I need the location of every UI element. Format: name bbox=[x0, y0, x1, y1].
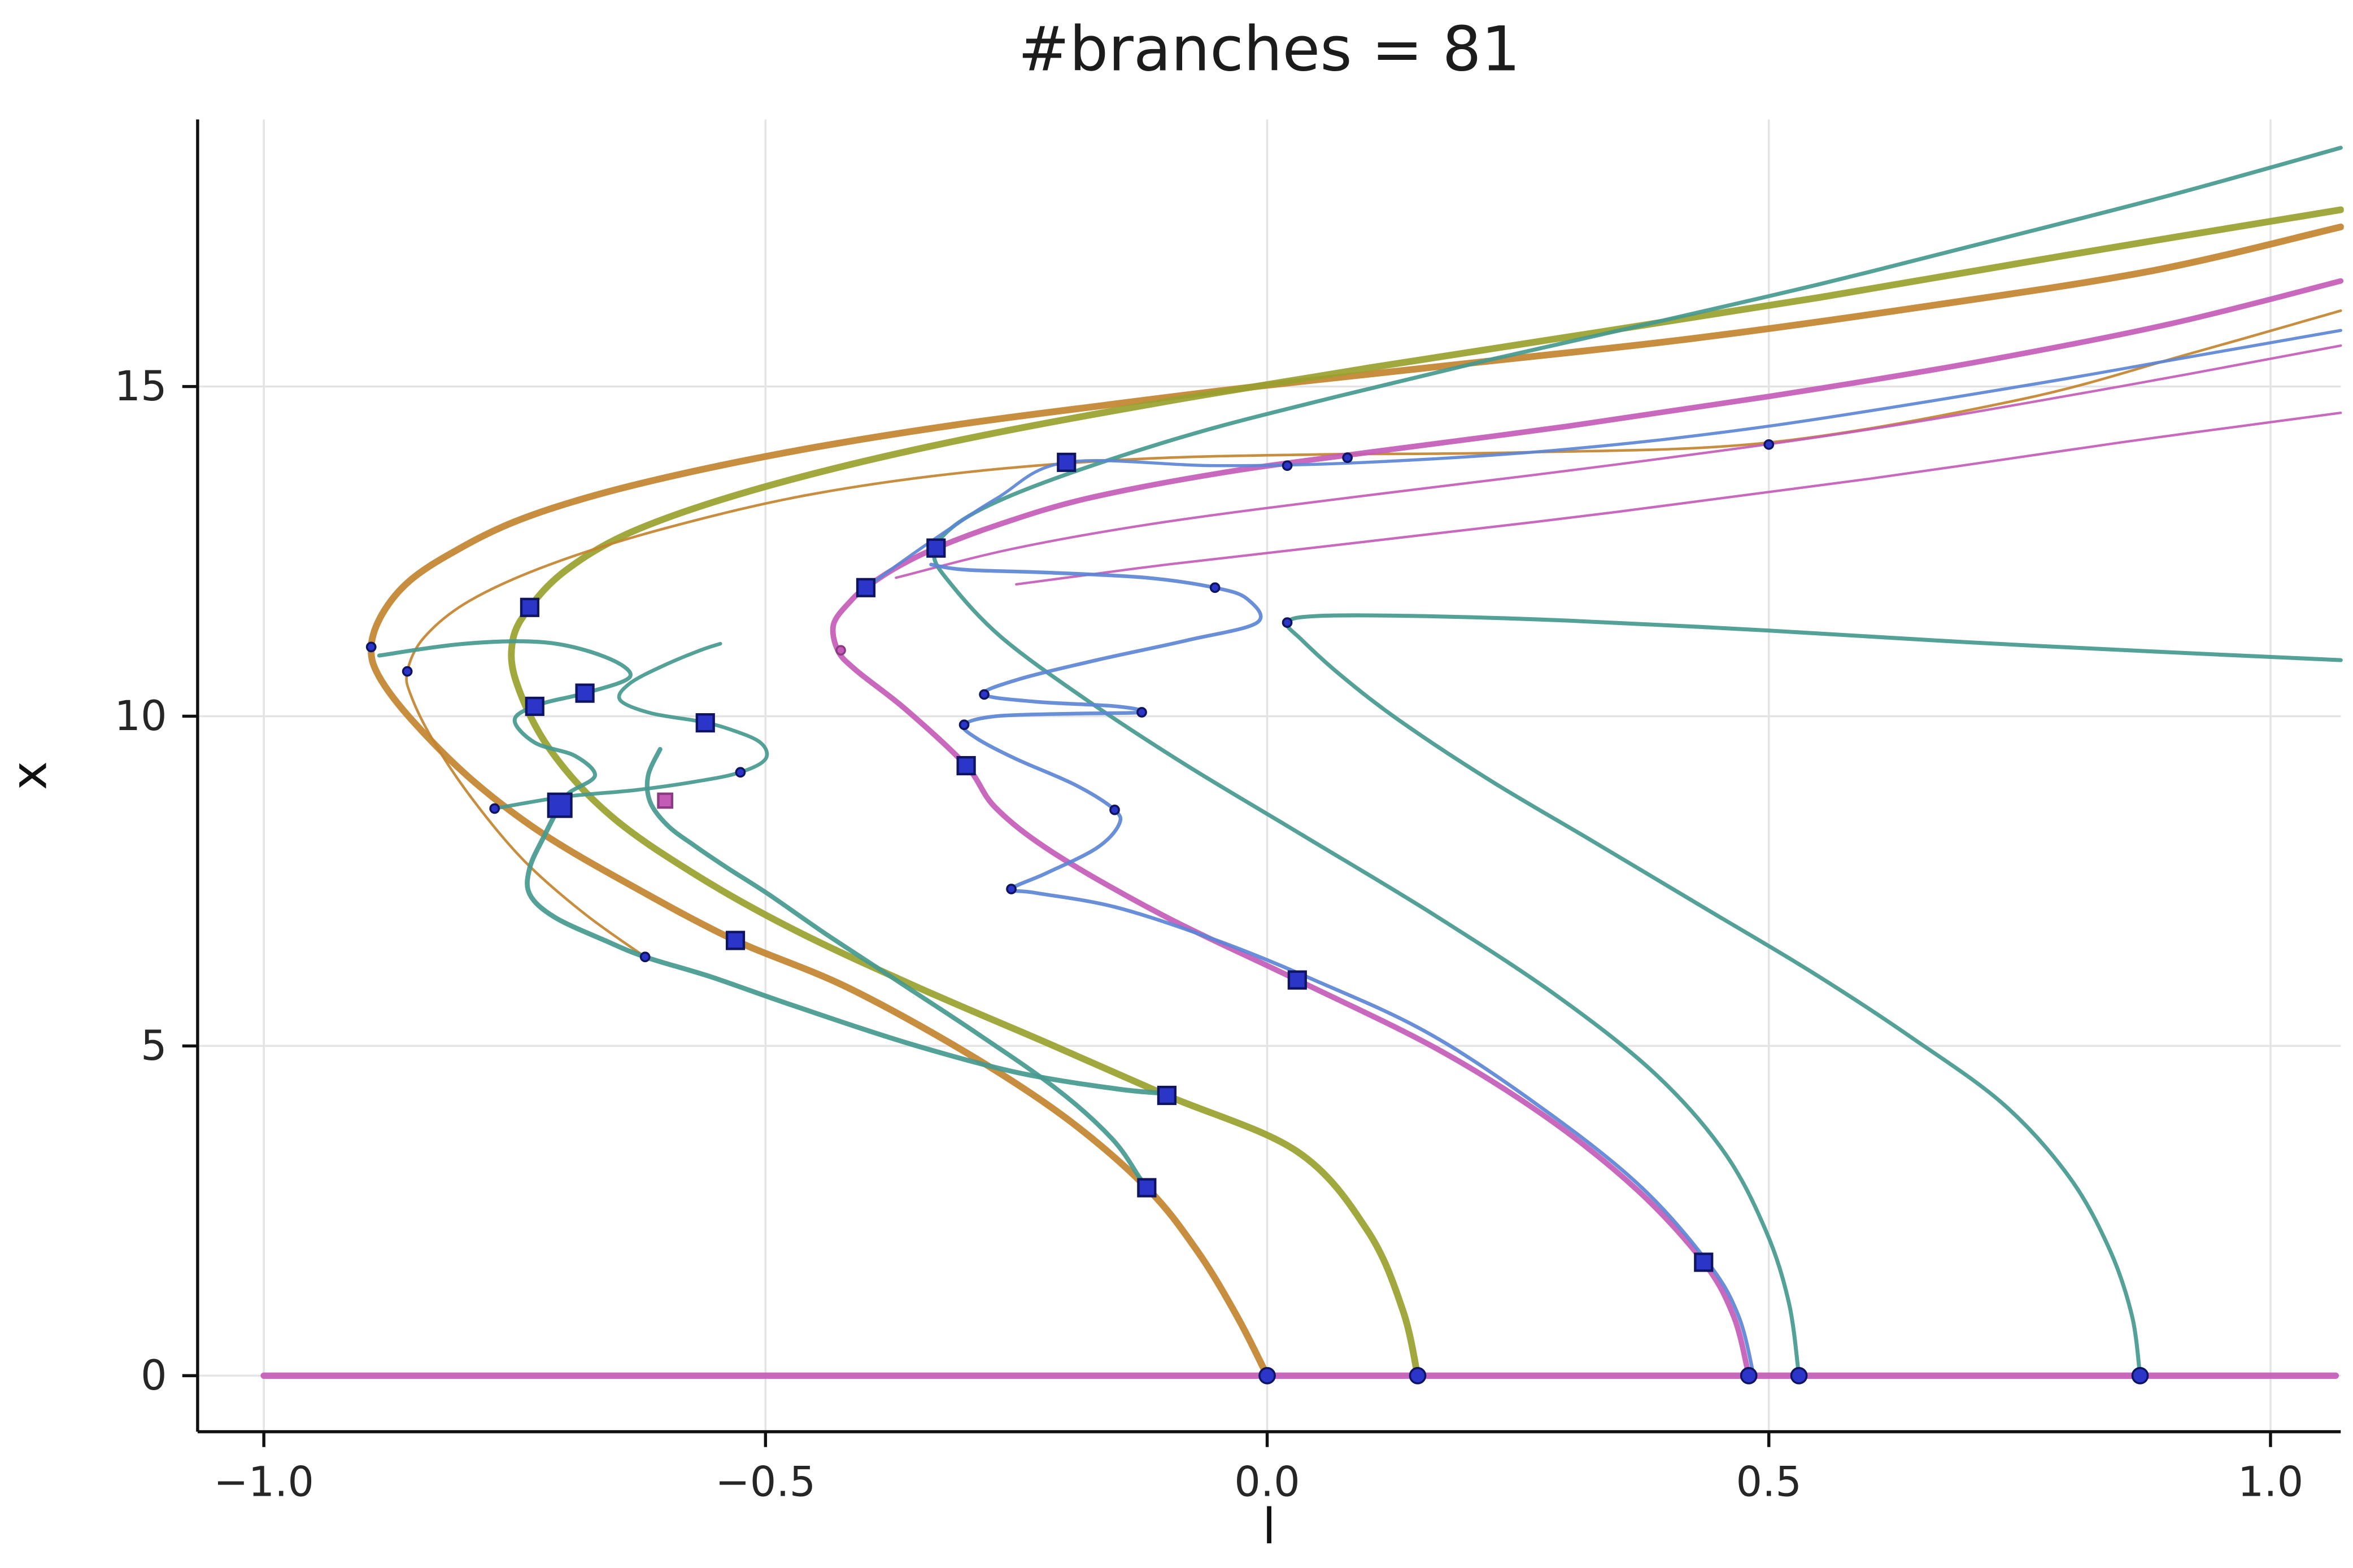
bifurcation-point-dot bbox=[1763, 439, 1775, 450]
bifurcation-point-dot bbox=[1282, 460, 1293, 471]
branch-magenta-thin-a bbox=[895, 344, 2342, 579]
branch-teal-wiggle-c bbox=[493, 641, 769, 811]
y-tick-label: 0 bbox=[141, 1352, 167, 1400]
y-tick-label: 5 bbox=[141, 1022, 167, 1070]
bifurcation-point-dot bbox=[1258, 1367, 1276, 1384]
bifurcation-point-dot bbox=[1342, 452, 1353, 464]
bifurcation-point-dot bbox=[1136, 707, 1147, 718]
bifurcation-point-dot bbox=[835, 645, 846, 656]
bifurcation-point-square bbox=[1287, 970, 1307, 990]
bifurcation-point-square bbox=[725, 931, 746, 950]
bifurcation-point-square bbox=[547, 792, 573, 818]
branch-teal-wiggle-b bbox=[525, 802, 1170, 1096]
branch-blue-upper bbox=[864, 329, 2343, 589]
bifurcation-point-square bbox=[525, 696, 544, 717]
bifurcation-point-dot bbox=[639, 951, 651, 963]
branch-magenta-thin-b bbox=[1015, 411, 2342, 586]
bifurcation-point-dot bbox=[1790, 1367, 1808, 1384]
bifurcation-point-dot bbox=[1209, 582, 1221, 593]
branch-teal-wiggle-a bbox=[377, 639, 633, 806]
bifurcation-point-square bbox=[520, 597, 539, 617]
bifurcation-point-dot bbox=[489, 803, 500, 814]
y-tick-label: 15 bbox=[114, 362, 167, 410]
axes: −1.0 −0.5 0.0 0.5 1.0 0 5 10 15 bbox=[114, 119, 2341, 1506]
bifurcation-point-square bbox=[856, 578, 876, 597]
bifurcation-point-dot bbox=[1282, 617, 1293, 628]
bifurcation-point-dot bbox=[735, 767, 746, 778]
y-axis-label: x bbox=[1, 761, 58, 790]
bifurcation-point-dot bbox=[2131, 1367, 2149, 1384]
branch-orange-thick bbox=[368, 223, 2344, 1379]
x-tick-label: 0.0 bbox=[1234, 1458, 1300, 1506]
bifurcation-point-square bbox=[657, 792, 674, 809]
bifurcation-point-square bbox=[1057, 452, 1077, 472]
bifurcation-markers bbox=[365, 439, 2149, 1384]
bifurcation-point-dot bbox=[1740, 1367, 1758, 1384]
bifurcation-point-dot bbox=[1409, 1367, 1427, 1384]
bifurcation-point-square bbox=[1137, 1178, 1157, 1198]
bifurcation-point-square bbox=[695, 713, 715, 733]
branch-olive-thick bbox=[508, 206, 2344, 1379]
y-tick-label: 10 bbox=[114, 692, 167, 740]
bifurcation-point-square bbox=[575, 683, 595, 703]
bifurcation-point-dot bbox=[958, 719, 970, 731]
x-axis-label: l bbox=[1262, 1499, 1276, 1556]
x-tick-label: 0.5 bbox=[1736, 1458, 1802, 1506]
bifurcation-point-square bbox=[1694, 1252, 1714, 1272]
bifurcation-point-dot bbox=[365, 641, 377, 653]
bifurcation-point-dot bbox=[402, 666, 413, 677]
bifurcation-point-square bbox=[956, 755, 976, 776]
x-tick-label: −0.5 bbox=[715, 1458, 816, 1506]
chart-title: #branches = 81 bbox=[1018, 14, 1520, 85]
bifurcation-point-square bbox=[1157, 1085, 1176, 1106]
bifurcation-point-dot bbox=[1109, 804, 1120, 815]
branch-teal-right-loop bbox=[1284, 613, 2343, 1378]
bifurcation-point-dot bbox=[979, 689, 990, 700]
branch-blue-snake bbox=[929, 562, 1756, 1378]
bifurcation-point-square bbox=[926, 538, 946, 558]
x-tick-label: −1.0 bbox=[213, 1458, 314, 1506]
branch-magenta-thick bbox=[830, 278, 2344, 1379]
branch-teal-diagonal bbox=[644, 746, 1149, 1190]
x-tick-label: 1.0 bbox=[2238, 1458, 2303, 1506]
bifurcation-point-dot bbox=[1006, 884, 1017, 894]
